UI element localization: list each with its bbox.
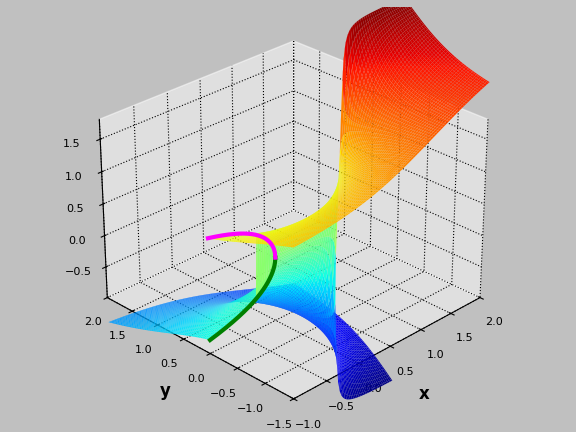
Y-axis label: y: y: [160, 381, 171, 400]
X-axis label: x: x: [419, 385, 430, 403]
